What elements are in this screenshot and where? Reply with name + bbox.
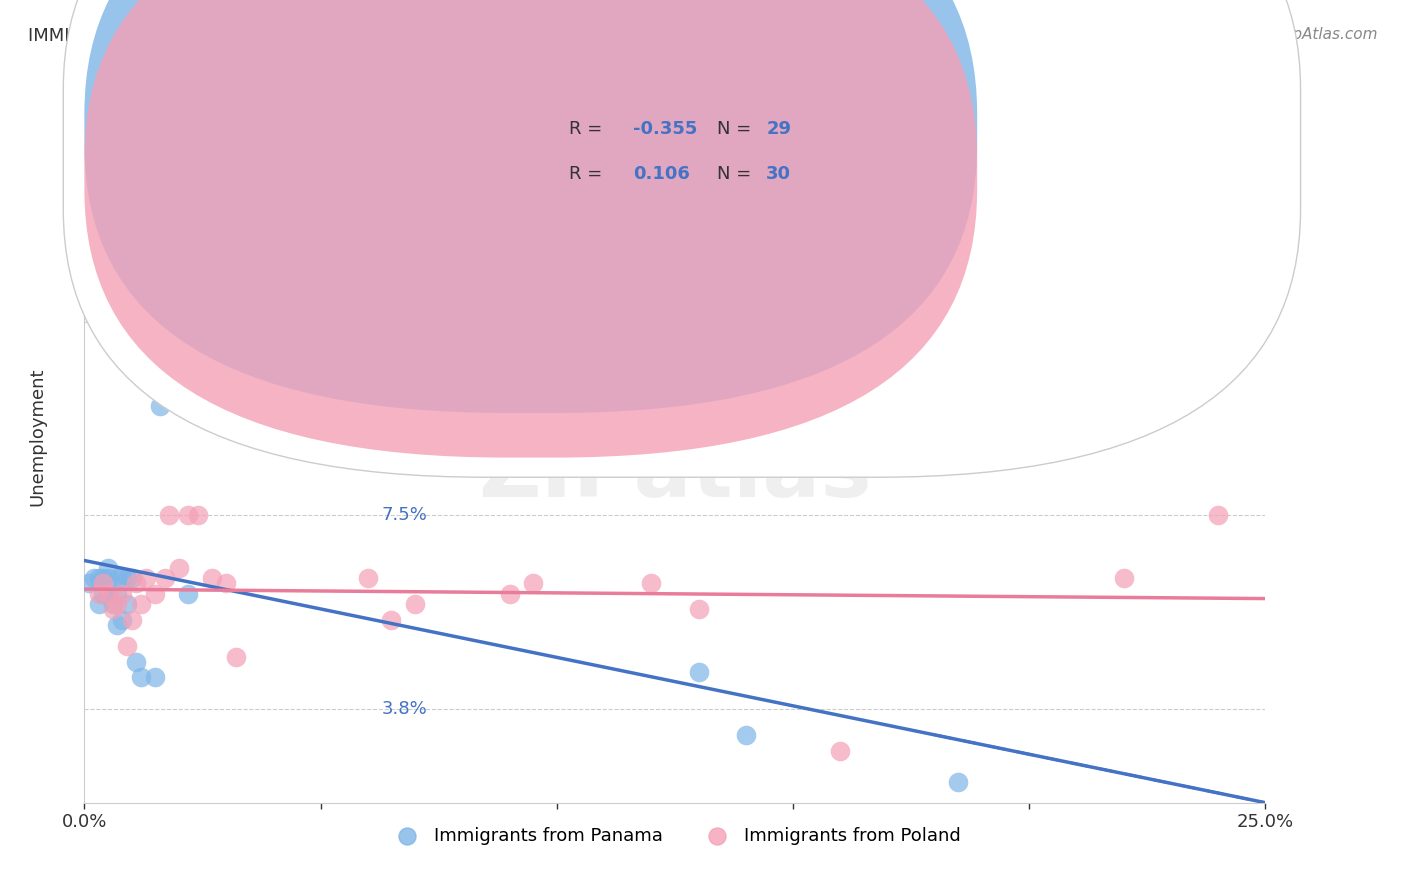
Point	[97, 587, 120, 601]
Point	[121, 571, 143, 585]
Point	[522, 576, 544, 591]
Point	[111, 613, 134, 627]
Text: 15.0%: 15.0%	[382, 114, 439, 133]
Point	[191, 404, 214, 418]
Point	[97, 587, 120, 601]
Point	[149, 399, 172, 413]
Point	[101, 597, 124, 611]
Point	[948, 775, 970, 789]
Point	[115, 597, 138, 611]
Point	[77, 576, 100, 591]
Text: 0.106: 0.106	[633, 165, 689, 183]
Point	[225, 649, 247, 664]
Point	[91, 571, 114, 585]
Point	[91, 576, 114, 591]
Point	[380, 613, 402, 627]
Point	[111, 571, 134, 585]
Point	[153, 571, 176, 585]
Point	[107, 571, 129, 585]
Point	[157, 508, 180, 523]
Point	[107, 618, 129, 632]
Text: 30: 30	[766, 165, 792, 183]
Point	[688, 602, 710, 616]
Point	[357, 571, 380, 585]
Text: Unemployment: Unemployment	[28, 368, 46, 507]
Point	[688, 665, 710, 680]
Point	[143, 670, 166, 684]
Text: N =: N =	[717, 165, 756, 183]
Point	[191, 336, 214, 351]
Point	[97, 560, 120, 574]
Point	[143, 587, 166, 601]
Point	[215, 576, 238, 591]
Text: IMMIGRANTS FROM PANAMA VS IMMIGRANTS FROM POLAND UNEMPLOYMENT CORRELATION CHART: IMMIGRANTS FROM PANAMA VS IMMIGRANTS FRO…	[28, 27, 928, 45]
Point	[115, 571, 138, 585]
Text: Source: ZipAtlas.com: Source: ZipAtlas.com	[1215, 27, 1378, 42]
Point	[125, 576, 148, 591]
Text: -0.355: -0.355	[633, 120, 697, 138]
Point	[1112, 571, 1135, 585]
Point	[87, 571, 110, 585]
Point	[107, 587, 129, 601]
Text: R =: R =	[569, 165, 609, 183]
Point	[83, 571, 105, 585]
Point	[187, 508, 209, 523]
Text: 3.8%: 3.8%	[382, 699, 427, 718]
Text: ZIPatlas: ZIPatlas	[478, 432, 872, 516]
Point	[135, 571, 157, 585]
Point	[115, 639, 138, 653]
Point	[404, 597, 426, 611]
Point	[97, 571, 120, 585]
Point	[498, 587, 520, 601]
Legend: Immigrants from Panama, Immigrants from Poland: Immigrants from Panama, Immigrants from …	[381, 820, 969, 852]
Text: R =: R =	[569, 120, 609, 138]
Point	[177, 587, 200, 601]
Point	[101, 602, 124, 616]
Point	[734, 728, 756, 742]
Point	[1206, 508, 1229, 523]
Text: 11.2%: 11.2%	[382, 313, 439, 331]
Text: 7.5%: 7.5%	[382, 507, 427, 524]
Point	[640, 576, 662, 591]
Point	[167, 560, 190, 574]
Text: 29: 29	[766, 120, 792, 138]
Point	[129, 597, 152, 611]
Point	[177, 357, 200, 371]
Point	[201, 571, 224, 585]
Point	[129, 670, 152, 684]
Point	[87, 587, 110, 601]
Point	[121, 613, 143, 627]
Point	[107, 597, 129, 611]
Point	[177, 508, 200, 523]
Point	[111, 587, 134, 601]
Point	[91, 587, 114, 601]
Point	[87, 597, 110, 611]
Text: N =: N =	[717, 120, 756, 138]
Point	[125, 655, 148, 669]
Point	[830, 743, 852, 757]
